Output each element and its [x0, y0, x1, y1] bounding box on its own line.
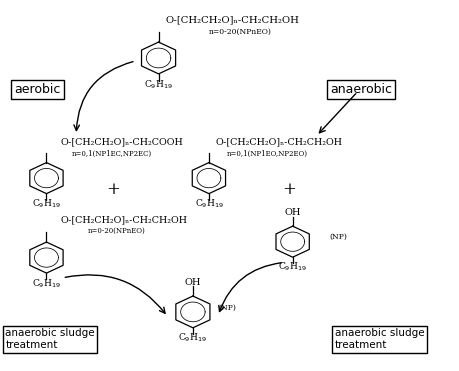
Text: OH: OH [185, 278, 201, 287]
Text: O-[CH₂CH₂O]ₙ-CH₂CH₂OH: O-[CH₂CH₂O]ₙ-CH₂CH₂OH [216, 138, 343, 147]
Text: (NP): (NP) [329, 233, 347, 241]
Text: O-[CH₂CH₂O]ₙ-CH₂CH₂OH: O-[CH₂CH₂O]ₙ-CH₂CH₂OH [60, 215, 187, 224]
Text: n=0,1(NP1EO,NP2EO): n=0,1(NP1EO,NP2EO) [227, 150, 308, 157]
Text: O-[CH₂CH₂O]ₙ-CH₂CH₂OH: O-[CH₂CH₂O]ₙ-CH₂CH₂OH [165, 16, 299, 25]
Text: anaerobic: anaerobic [330, 83, 392, 96]
Text: anaerobic sludge
treatment: anaerobic sludge treatment [5, 328, 95, 350]
Text: aerobic: aerobic [14, 83, 61, 96]
Text: (NP): (NP) [218, 303, 236, 312]
Text: n=0-20(NPnEO): n=0-20(NPnEO) [88, 227, 146, 235]
Text: n=0,1(NP1EC,NP2EC): n=0,1(NP1EC,NP2EC) [72, 150, 152, 157]
Text: anaerobic sludge
treatment: anaerobic sludge treatment [335, 328, 425, 350]
Text: C$_9$H$_{19}$: C$_9$H$_{19}$ [144, 78, 173, 91]
Text: +: + [282, 181, 296, 198]
Text: OH: OH [285, 208, 301, 217]
Text: C$_9$H$_{19}$: C$_9$H$_{19}$ [32, 197, 61, 210]
Text: +: + [106, 181, 120, 198]
Text: O-[CH₂CH₂O]ₙ-CH₂COOH: O-[CH₂CH₂O]ₙ-CH₂COOH [60, 138, 183, 147]
Text: C$_9$H$_{19}$: C$_9$H$_{19}$ [278, 261, 307, 273]
Text: n=0-20(NPnEO): n=0-20(NPnEO) [209, 28, 272, 36]
Text: C$_9$H$_{19}$: C$_9$H$_{19}$ [179, 331, 207, 344]
Text: C$_9$H$_{19}$: C$_9$H$_{19}$ [195, 197, 224, 210]
Text: C$_9$H$_{19}$: C$_9$H$_{19}$ [32, 277, 61, 290]
